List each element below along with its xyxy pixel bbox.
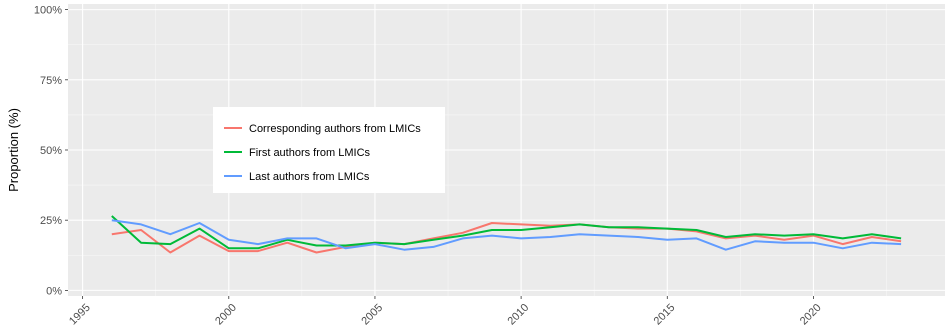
y-axis-title: Proportion (%) — [6, 108, 21, 192]
grid-major — [68, 4, 945, 296]
series-line-1 — [111, 222, 902, 254]
y-axis: 0% 25% 50% 75% 100% — [34, 5, 68, 297]
legend-box — [213, 107, 445, 193]
x-tick-label: 2010 — [506, 302, 532, 328]
series-lines — [111, 215, 902, 254]
y-tick-label: 100% — [34, 5, 62, 17]
x-axis: 1995 2000 2005 2010 2015 2020 — [67, 296, 824, 328]
y-tick-label: 25% — [40, 215, 62, 227]
x-tick-label: 2020 — [798, 302, 824, 328]
legend-label-3: Last authors from LMICs — [249, 171, 370, 183]
legend: Corresponding authors from LMICs First au… — [213, 107, 445, 193]
y-tick-label: 75% — [40, 75, 62, 87]
legend-label-2: First authors from LMICs — [249, 147, 371, 159]
x-tick-label: 2000 — [213, 302, 239, 328]
x-tick-label: 2005 — [359, 302, 385, 328]
legend-label-1: Corresponding authors from LMICs — [249, 123, 421, 135]
y-tick-label: 50% — [40, 145, 62, 157]
y-tick-label: 0% — [46, 285, 62, 297]
x-tick-label: 2015 — [652, 302, 678, 328]
series-line-2 — [111, 215, 902, 250]
series-line-3 — [111, 219, 902, 251]
x-tick-label: 1995 — [67, 302, 93, 328]
